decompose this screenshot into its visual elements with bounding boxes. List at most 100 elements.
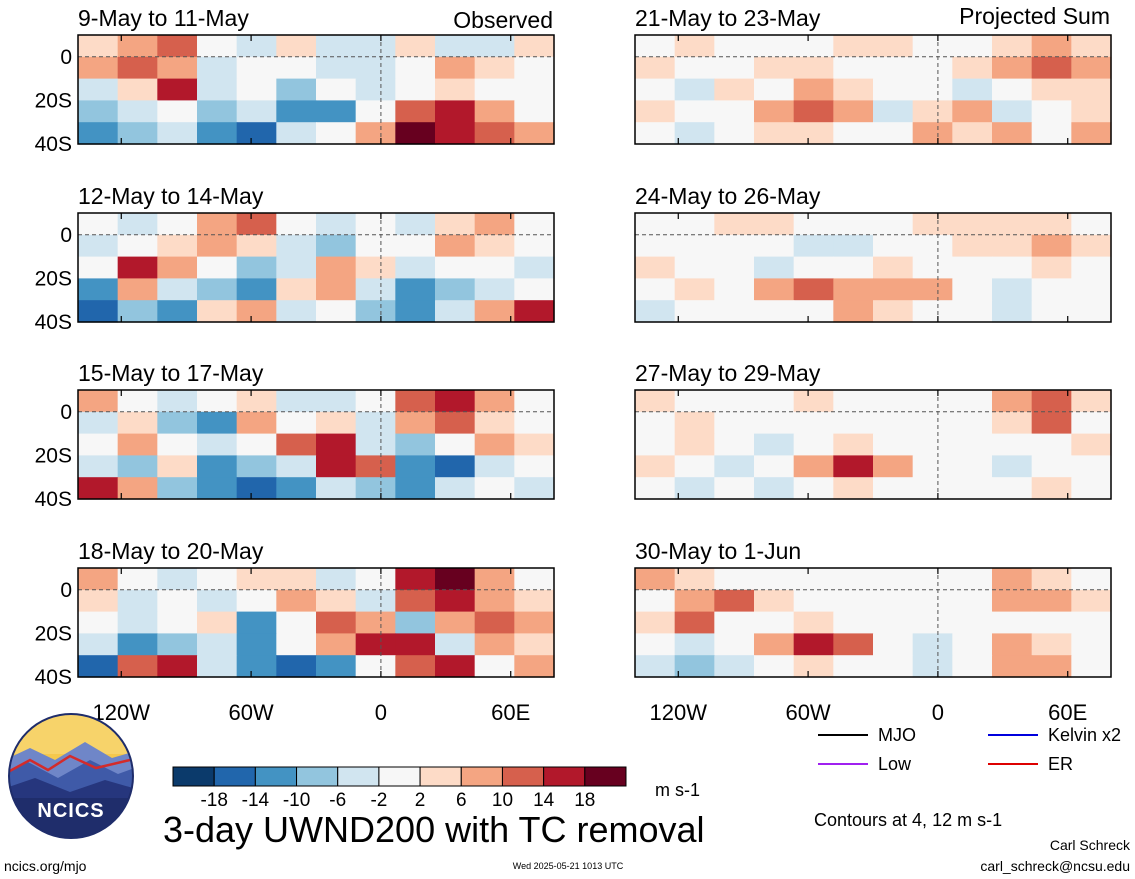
heatmap-cell: [514, 35, 555, 58]
heatmap-cell: [873, 589, 914, 613]
heatmap-cell: [78, 477, 119, 500]
heatmap-cell: [117, 56, 158, 80]
heatmap-cell: [514, 100, 555, 123]
heatmap-cell: [833, 213, 874, 236]
heatmap-cell: [514, 477, 555, 500]
heatmap-cell: [793, 100, 834, 123]
heatmap-cell: [754, 256, 795, 279]
heatmap-cell: [78, 256, 119, 279]
heatmap-cell: [1071, 278, 1112, 301]
heatmap-cell: [78, 78, 119, 101]
heatmap-cell: [952, 433, 993, 456]
heatmap-cell: [276, 100, 317, 123]
heatmap-cell: [754, 455, 795, 478]
heatmap-cell: [78, 455, 119, 478]
heatmap-cell: [236, 122, 277, 145]
heatmap-cell: [395, 78, 436, 101]
heatmap-cell: [117, 234, 158, 258]
heatmap-cell: [873, 611, 914, 634]
heatmap-cell: [355, 100, 396, 123]
heatmap-cell: [157, 56, 198, 80]
colorbar-swatch: [501, 766, 545, 787]
heatmap-cell: [635, 213, 676, 236]
heatmap-cell: [197, 278, 238, 301]
heatmap-cell: [395, 213, 436, 236]
heatmap-cell: [276, 433, 317, 456]
heatmap-cell: [793, 433, 834, 456]
heatmap-cell: [1071, 455, 1112, 478]
heatmap-cell: [197, 589, 238, 613]
heatmap-cell: [276, 589, 317, 613]
heatmap-cell: [78, 278, 119, 301]
heatmap-cell: [635, 56, 676, 80]
heatmap-cell: [912, 477, 953, 500]
heatmap-cell: [873, 300, 914, 323]
heatmap-cell: [514, 122, 555, 145]
heatmap-cell: [78, 433, 119, 456]
heatmap-cell: [1071, 35, 1112, 58]
heatmap-cell: [952, 35, 993, 58]
y-tick-label: 20S: [35, 267, 72, 290]
heatmap-cell: [833, 100, 874, 123]
heatmap-cell: [514, 455, 555, 478]
heatmap-cell: [316, 390, 357, 413]
heatmap-cell: [754, 78, 795, 101]
heatmap-cell: [674, 35, 715, 58]
heatmap-cell: [912, 35, 953, 58]
heatmap-cell: [754, 390, 795, 413]
heatmap-cell: [157, 234, 198, 258]
panel: 24-May to 26-May: [634, 183, 1112, 323]
panel-frame: [77, 212, 555, 323]
heatmap-cell: [1071, 411, 1112, 435]
heatmap-cell: [474, 234, 515, 258]
heatmap-cell: [514, 568, 555, 591]
heatmap-cell: [474, 589, 515, 613]
main-title: 3-day UWND200 with TC removal: [163, 809, 705, 850]
heatmap-cell: [952, 300, 993, 323]
heatmap-cell: [355, 278, 396, 301]
y-tick-label: 40S: [35, 311, 72, 334]
panel: 18-May to 20-May 0 20S 40S: [35, 538, 555, 689]
heatmap-cell: [674, 100, 715, 123]
heatmap-cell: [236, 213, 277, 236]
panel-title: 9-May to 11-May: [78, 5, 249, 31]
heatmap-cell: [635, 35, 676, 58]
heatmap-cell: [197, 234, 238, 258]
heatmap-cell: [355, 433, 396, 456]
heatmap-cell: [276, 655, 317, 678]
footer-timestamp: Wed 2025-05-21 1013 UTC: [513, 861, 624, 871]
heatmap-cell: [754, 433, 795, 456]
heatmap-cell: [873, 477, 914, 500]
heatmap-cell: [276, 568, 317, 591]
heatmap-cell: [952, 56, 993, 80]
heatmap-cell: [236, 433, 277, 456]
heatmap-cell: [1031, 433, 1072, 456]
heatmap-cell: [395, 411, 436, 435]
panel-title: 15-May to 17-May: [78, 360, 264, 386]
heatmap-cell: [635, 278, 676, 301]
heatmap-cell: [117, 611, 158, 634]
colorbar-label: 10: [492, 790, 513, 811]
heatmap-cell: [674, 56, 715, 80]
y-tick-label: 0: [60, 579, 72, 602]
heatmap-cell: [514, 256, 555, 279]
panel-frame: [634, 567, 1112, 678]
heatmap-cell: [197, 633, 238, 656]
heatmap-cell: [635, 100, 676, 123]
heatmap-cell: [157, 455, 198, 478]
heatmap-cell: [674, 390, 715, 413]
heatmap-cell: [833, 390, 874, 413]
heatmap-cell: [674, 278, 715, 301]
heatmap-cell: [474, 455, 515, 478]
heatmap-cell: [78, 633, 119, 656]
panel-title: 21-May to 23-May: [635, 5, 821, 31]
heatmap-cell: [714, 234, 755, 258]
heatmap-cell: [157, 78, 198, 101]
heatmap-cell: [395, 100, 436, 123]
heatmap-cell: [754, 568, 795, 591]
heatmap-cell: [912, 655, 953, 678]
heatmap-cell: [992, 56, 1033, 80]
heatmap-cell: [395, 35, 436, 58]
heatmap-cell: [78, 655, 119, 678]
panel-title: 27-May to 29-May: [635, 360, 821, 386]
